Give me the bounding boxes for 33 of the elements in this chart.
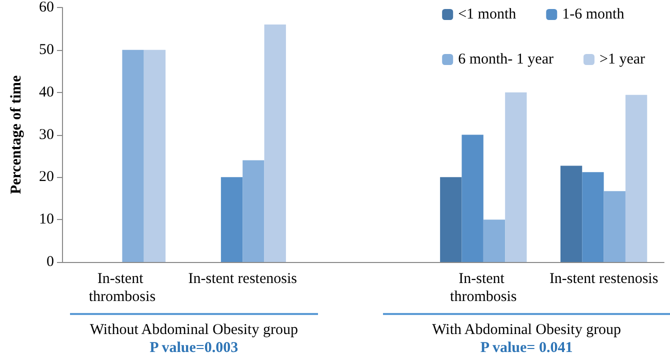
y-tick-label: 20 <box>39 169 54 186</box>
bar <box>505 92 527 262</box>
x-tick-label: In-stent thrombosis <box>88 271 156 305</box>
x-tick-label: In-stent restenosis <box>188 271 298 287</box>
x-tick-label: In-stent thrombosis <box>450 271 517 305</box>
bar <box>625 94 648 262</box>
bar <box>122 50 144 262</box>
text: P value=0.003 <box>148 339 240 357</box>
bar <box>264 24 286 262</box>
bar <box>560 166 582 262</box>
x-tick-label: In-stent restenosis <box>549 271 658 287</box>
text: Without Abdominal Obesity group <box>88 321 299 339</box>
y-tick-label: 40 <box>39 84 54 100</box>
bar <box>462 134 484 262</box>
y-axis-title: Percentage of time <box>8 74 24 194</box>
y-tick-label: 60 <box>39 0 54 16</box>
legend-label: 1-6 month <box>562 6 625 22</box>
bar <box>604 191 626 262</box>
bar <box>242 160 264 262</box>
bar <box>582 172 604 262</box>
bar <box>440 177 462 262</box>
y-tick-label: 10 <box>39 212 54 228</box>
legend-label: <1 month <box>458 6 517 22</box>
y-tick-label: 30 <box>39 126 54 143</box>
text: With Abdominal Obesity group <box>431 321 622 339</box>
y-tick-label: 50 <box>39 42 54 58</box>
text: P value= 0.041 <box>479 339 574 357</box>
bar <box>483 220 506 262</box>
legend-label: >1 year <box>599 52 646 68</box>
bar <box>144 50 166 262</box>
bar <box>220 177 243 262</box>
legend-label: 6 month- 1 year <box>458 52 554 68</box>
y-tick-label: 0 <box>46 254 54 270</box>
